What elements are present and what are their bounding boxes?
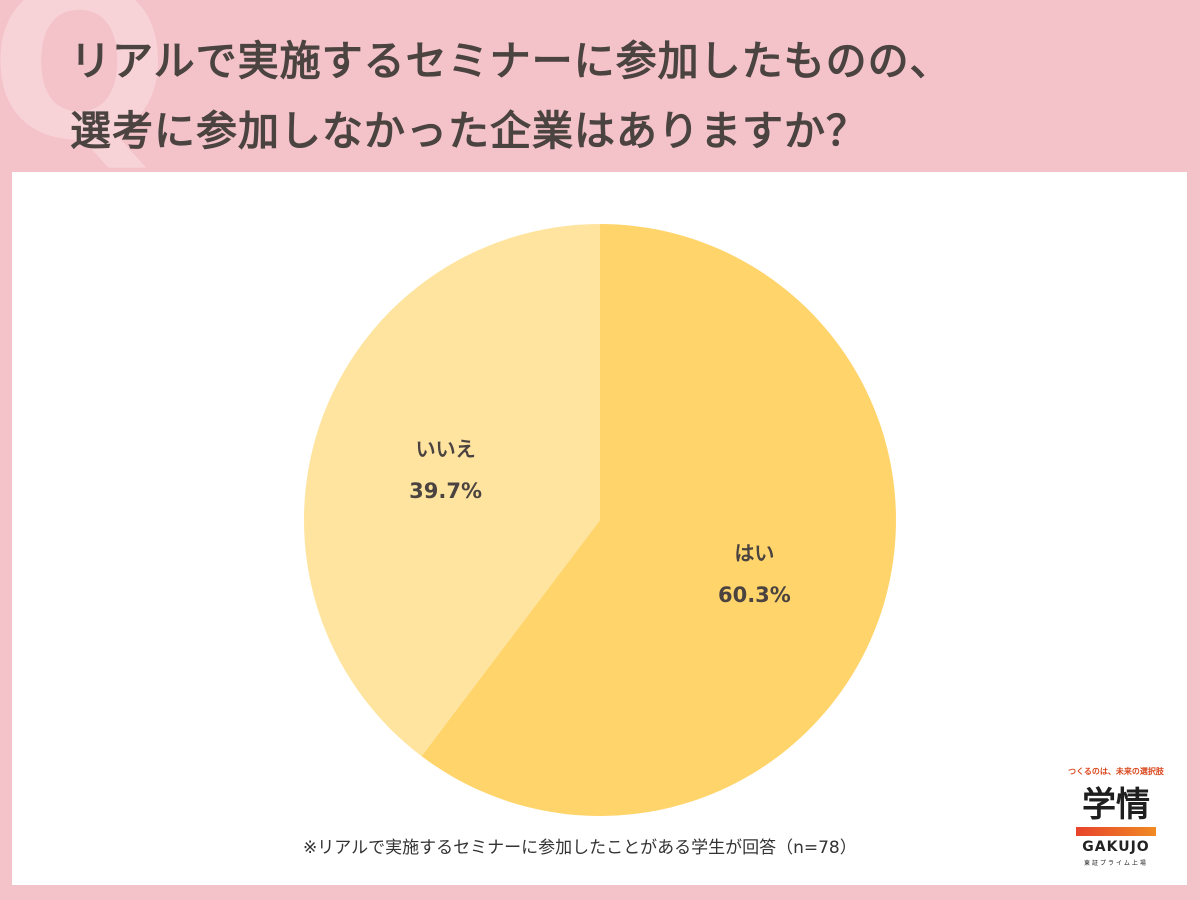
- pie-slice-2: [303, 223, 600, 757]
- brand-tagline: つくるのは、未来の選択肢: [1068, 767, 1164, 776]
- pie-slice-label-2: いいえ: [416, 437, 476, 461]
- title-line-2: 選考に参加しなかった企業はありますか？: [70, 107, 868, 155]
- pie-slice-value-2: 39.7%: [409, 479, 482, 503]
- pie-chart: はい 60.3% いいえ 39.7%: [303, 223, 896, 817]
- chart-panel: はい 60.3% いいえ 39.7%: [12, 172, 1187, 885]
- pie-slice-value-1: 60.3%: [718, 583, 791, 607]
- brand-wordmark: 学情: [1082, 785, 1150, 825]
- title-line-1: リアルで実施するセミナーに参加したものの、: [70, 37, 952, 85]
- brand-latin-name: GAKUJO: [1082, 839, 1150, 855]
- brand-exchange-listing: 東証プライム上場: [1084, 860, 1148, 867]
- brand-logo: つくるのは、未来の選択肢 学情 GAKUJO 東証プライム上場: [1056, 766, 1176, 867]
- footnote: ※リアルで実施するセミナーに参加したことがある学生が回答（n=78）: [303, 838, 857, 858]
- pie-slice-1: [421, 224, 896, 817]
- brand-color-bar: [1076, 827, 1156, 836]
- question-mark-decoration: Q: [0, 0, 169, 187]
- pie-slice-label-1: はい: [734, 541, 774, 565]
- page-title: リアルで実施するセミナーに参加したものの、 選考に参加しなかった企業はありますか…: [70, 26, 952, 166]
